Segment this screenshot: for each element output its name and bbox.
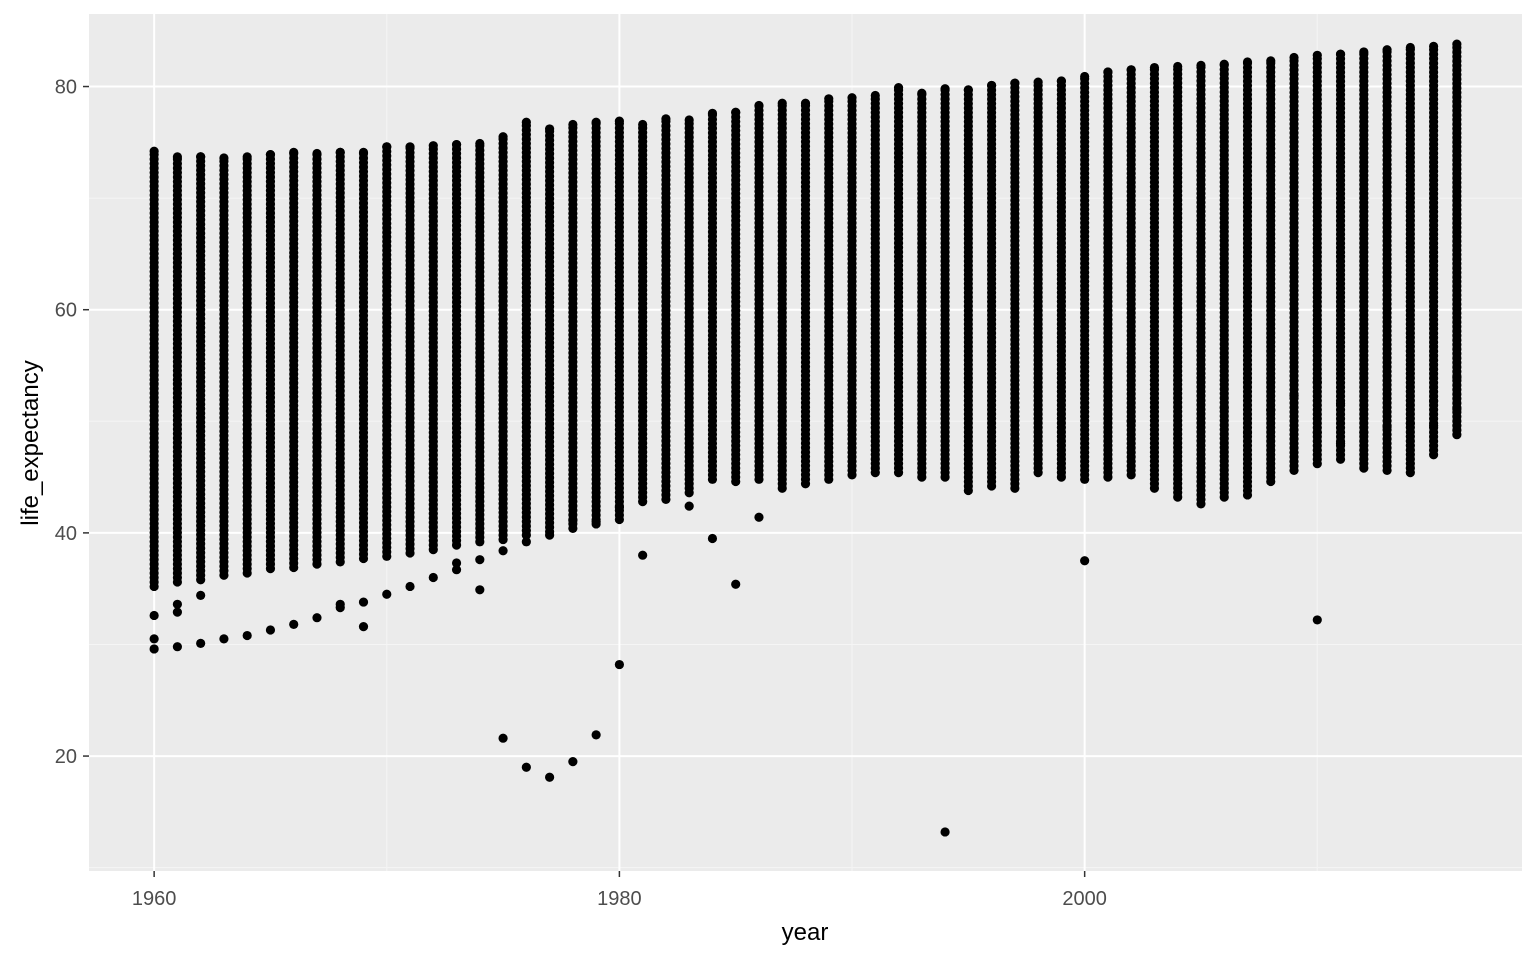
data-point — [1010, 78, 1020, 88]
data-point — [1173, 61, 1183, 72]
data-point — [475, 138, 485, 149]
data-point — [428, 141, 438, 151]
data-point — [498, 132, 508, 142]
data-point — [987, 80, 997, 91]
data-point — [405, 142, 415, 152]
data-point — [1382, 45, 1392, 55]
data-point — [265, 150, 276, 160]
data-point — [917, 88, 927, 98]
data-point — [196, 152, 206, 162]
data-point — [847, 93, 857, 103]
data-point — [707, 108, 718, 118]
data-point — [870, 90, 880, 101]
data-point — [568, 119, 578, 130]
data-point — [242, 152, 252, 162]
data-point — [614, 116, 624, 126]
data-point — [1335, 49, 1346, 59]
data-point — [172, 152, 182, 162]
data-point — [1219, 59, 1229, 69]
data-point — [545, 124, 555, 134]
data-point — [1289, 52, 1299, 63]
data-point — [777, 98, 787, 108]
data-point — [219, 153, 229, 163]
data-point — [963, 85, 973, 95]
data-point — [1196, 60, 1206, 70]
data-point — [1359, 47, 1369, 57]
data-point — [893, 83, 904, 93]
data-points — [149, 39, 1462, 837]
data-point — [824, 94, 834, 104]
data-point — [1149, 62, 1160, 73]
data-point — [754, 100, 764, 111]
data-point — [358, 147, 369, 157]
data-point — [1080, 71, 1090, 82]
data-point — [1242, 57, 1253, 67]
data-point — [382, 142, 392, 152]
data-point — [521, 117, 531, 127]
data-point — [289, 147, 299, 157]
data-point — [312, 148, 322, 159]
data-point — [1103, 67, 1113, 77]
data-point — [661, 114, 671, 124]
data-point — [684, 115, 694, 125]
data-point — [1266, 56, 1276, 66]
data-point — [591, 117, 601, 127]
data-point — [451, 139, 462, 150]
data-point — [638, 119, 648, 130]
data-point — [1126, 65, 1136, 75]
data-point — [940, 84, 950, 94]
data-point — [1033, 77, 1043, 87]
data-point — [335, 147, 345, 157]
data-point — [1312, 50, 1322, 60]
data-point — [731, 107, 741, 117]
data-point — [800, 98, 811, 108]
data-point — [1056, 76, 1066, 86]
data-point — [149, 146, 159, 156]
